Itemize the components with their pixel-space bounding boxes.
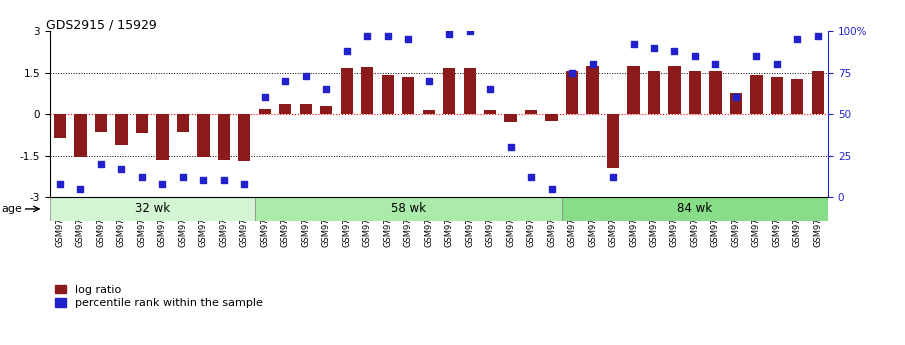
Bar [648,71,660,114]
Text: GDS2915 / 15929: GDS2915 / 15929 [46,18,157,31]
Point [299,73,313,79]
Point [52,181,67,187]
Point [401,37,415,42]
Bar [218,114,230,160]
Point [524,175,538,180]
Bar [710,71,721,114]
Bar [771,77,783,114]
Point [237,181,252,187]
Bar [136,114,148,134]
Point [319,86,334,92]
Bar [361,67,374,114]
Bar [279,105,291,114]
Bar [562,197,828,221]
Bar [74,114,87,157]
Bar [607,114,619,168]
Point [647,45,662,50]
Bar [197,114,210,157]
Bar [463,68,476,114]
Bar [402,77,414,114]
Bar [50,197,254,221]
Point [729,95,743,100]
Point [565,70,579,75]
Point [688,53,702,59]
Point [176,175,190,180]
Text: age: age [2,204,23,214]
Point [422,78,436,83]
Bar [586,66,599,114]
Point [811,33,825,39]
Point [94,161,109,167]
Bar [791,79,804,114]
Point [769,61,784,67]
Bar [729,93,742,114]
Bar [95,114,107,132]
Point [667,48,681,54]
Bar [504,114,517,122]
Bar [525,110,538,114]
Point [216,178,231,183]
Point [626,41,641,47]
Point [442,32,456,37]
Bar [157,114,168,160]
Point [605,175,620,180]
Bar [320,106,332,114]
Bar [546,114,557,121]
Bar [812,71,824,114]
Bar [176,114,189,132]
Point [339,48,354,54]
Point [709,61,723,67]
Bar [443,68,455,114]
Point [155,181,169,187]
Point [135,175,149,180]
Bar [382,75,394,114]
Point [483,86,498,92]
Bar [668,66,681,114]
Point [586,61,600,67]
Bar [750,75,763,114]
Point [258,95,272,100]
Point [360,33,375,39]
Point [544,186,558,191]
Bar [259,109,271,114]
Bar [300,105,312,114]
Bar [689,71,701,114]
Bar [566,71,578,114]
Legend: log ratio, percentile rank within the sample: log ratio, percentile rank within the sa… [55,285,263,308]
Point [73,186,88,191]
Point [503,145,518,150]
Bar [627,66,640,114]
Point [749,53,764,59]
Bar [340,68,353,114]
Text: 58 wk: 58 wk [391,203,425,215]
Text: 84 wk: 84 wk [677,203,712,215]
Bar [484,110,496,114]
Text: 32 wk: 32 wk [135,203,170,215]
Point [790,37,805,42]
Point [380,33,395,39]
Bar [115,114,128,145]
Point [196,178,211,183]
Bar [238,114,251,161]
Bar [423,110,434,114]
Bar [254,197,562,221]
Point [114,166,129,171]
Point [278,78,292,83]
Bar [54,114,66,138]
Point [462,28,477,34]
